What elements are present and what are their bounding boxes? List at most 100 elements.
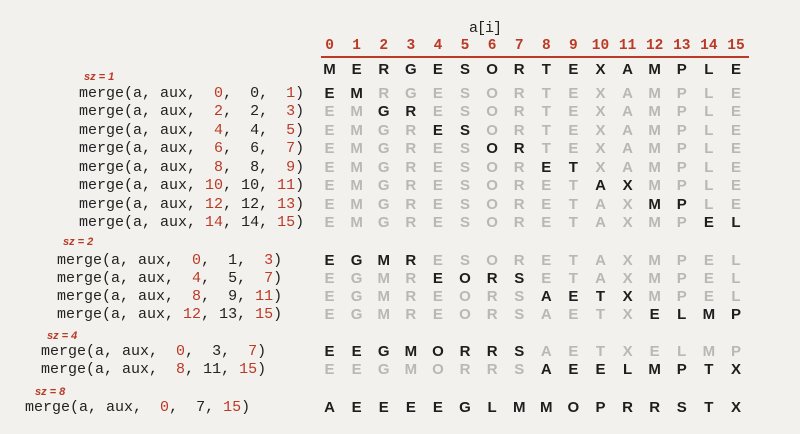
array-cell: E [432, 251, 443, 269]
merge-call-suffix: ) [295, 177, 305, 194]
merge-arg-separator: , [259, 103, 278, 120]
array-index: 1 [352, 38, 361, 54]
merge-arg-separator: , [237, 251, 256, 269]
merge-arg-lo: 10 [205, 177, 224, 194]
array-cell: E [324, 158, 335, 176]
array-cell: E [351, 398, 362, 416]
array-cell: P [676, 251, 687, 269]
merge-arg-separator: , [259, 121, 278, 139]
merge-call: merge(a, aux, 10, 10, 11) [79, 176, 304, 195]
array-cell: A [540, 343, 552, 360]
array-cell: L [704, 177, 714, 194]
array-cell: M [540, 398, 553, 416]
merge-arg-mid: 2 [241, 103, 260, 120]
array-cell: E [432, 398, 443, 416]
array-cell: O [486, 195, 498, 213]
array-index: 12 [645, 38, 664, 54]
array-cell: R [405, 121, 417, 139]
array-cell: R [486, 343, 498, 360]
array-cell: E [324, 305, 335, 323]
array-index: 11 [618, 38, 637, 54]
array-cell: E [730, 61, 741, 78]
array-cell: G [377, 140, 390, 157]
array-cell: E [568, 287, 579, 305]
array-cell: M [648, 195, 661, 213]
array-cell: P [676, 195, 687, 213]
merge-arg-separator: , [205, 398, 224, 416]
array-cell: E [541, 214, 552, 231]
array-cell: M [323, 61, 336, 78]
array-cell: A [595, 177, 606, 194]
array-cell: R [405, 214, 417, 231]
array-cell: E [324, 103, 335, 120]
array-cell: O [459, 287, 471, 305]
merge-call-prefix: merge(a, aux, [79, 103, 197, 120]
array-cell: S [460, 103, 471, 120]
array-cell: T [595, 287, 606, 305]
array-cell: X [622, 214, 633, 231]
merge-call: merge(a, aux, 6, 6, 7) [79, 139, 304, 158]
array-cell: E [432, 195, 443, 213]
array-cell: R [405, 103, 417, 120]
merge-arg-lo: 8 [167, 361, 186, 378]
array-cell: O [486, 251, 498, 269]
array-cell: E [432, 177, 443, 194]
array-cell: O [486, 84, 498, 102]
array-cell: G [377, 361, 390, 378]
array-cell: S [460, 251, 471, 269]
merge-call-suffix: ) [295, 103, 305, 120]
array-cell: O [486, 177, 498, 194]
array-index: 8 [541, 38, 551, 54]
array-index: 15 [727, 38, 745, 54]
array-cell: R [513, 195, 525, 213]
array-cell: G [377, 121, 390, 139]
merge-call-suffix: ) [257, 361, 267, 378]
array-cell: P [730, 343, 741, 360]
merge-arg-lo: 12 [205, 195, 224, 213]
array-cell: L [677, 343, 687, 360]
array-cell: E [351, 343, 362, 360]
merge-arg-hi: 15 [239, 361, 258, 378]
array-cell: G [350, 251, 363, 269]
array-cell: E [432, 103, 443, 120]
merge-arg-mid: 12 [241, 195, 260, 213]
array-cell: L [704, 103, 714, 120]
array-cell: S [460, 214, 471, 231]
array-cell: E [432, 121, 443, 139]
array-cell: M [350, 140, 363, 157]
merge-arg-separator: , [223, 214, 242, 231]
trace-row: merge(a, aux, 8, 11, 15) E E G M O R R S A E E L M P T X [0, 360, 800, 379]
merge-call-suffix: ) [273, 305, 283, 323]
array-cell: O [486, 158, 498, 176]
merge-arg-lo: 0 [151, 398, 170, 416]
array-cell: R [513, 121, 525, 139]
array-cell: G [377, 214, 390, 231]
merge-call-prefix: merge(a, aux, [57, 251, 175, 269]
merge-arg-separator: , [221, 343, 240, 360]
array-cell: L [704, 195, 714, 213]
merge-arg-mid: 1 [219, 251, 238, 269]
merge-call: merge(a, aux, 12, 12, 13) [79, 195, 304, 214]
array-cell: S [460, 84, 471, 102]
array-cell: T [568, 214, 578, 231]
array-cell: P [676, 61, 687, 78]
merge-call-prefix: merge(a, aux, [79, 84, 197, 102]
merge-call: merge(a, aux, 4, 5, 7) [57, 269, 282, 288]
merge-arg-lo: 0 [183, 251, 202, 269]
merge-call: merge(a, aux, 14, 14, 15) [79, 213, 304, 232]
array-cell: O [432, 343, 444, 360]
array-cell: X [595, 121, 606, 139]
array-cell: O [486, 140, 498, 157]
size-label: sz = 4 [47, 330, 78, 342]
trace-row: merge(a, aux, 8, 8, 9) E M G R E S O R E T X A M P L E [0, 158, 800, 177]
merge-arg-separator: , [221, 361, 240, 378]
array-cell: A [540, 287, 552, 305]
array-cell: X [622, 343, 633, 360]
trace-row: merge(a, aux, 0, 1, 3) E G M R E S O R E T A X M P E L [0, 251, 800, 270]
merge-call-prefix: merge(a, aux, [57, 287, 175, 305]
array-cell: T [541, 140, 551, 157]
